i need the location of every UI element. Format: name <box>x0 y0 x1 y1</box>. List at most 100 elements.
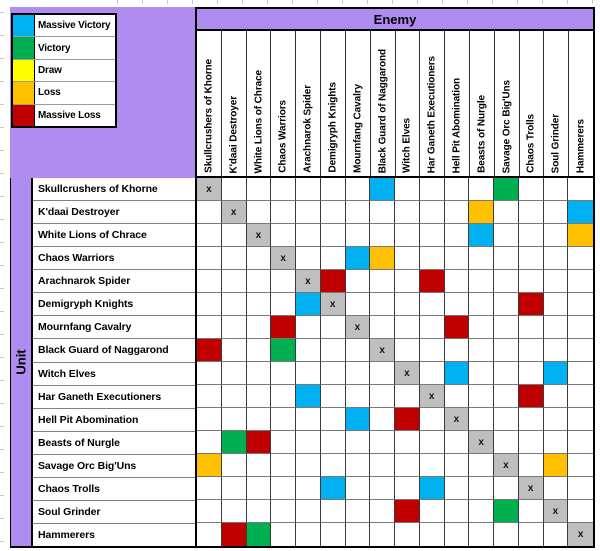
grid-cell[interactable] <box>568 316 593 339</box>
grid-cell[interactable] <box>518 316 544 339</box>
grid-cell[interactable] <box>197 362 222 385</box>
grid-cell[interactable] <box>271 385 296 408</box>
row-header-skullcrushers-of-khorne[interactable]: Skullcrushers of Khorne <box>33 178 195 202</box>
grid-cell[interactable] <box>494 500 519 523</box>
column-header-mournfang-cavalry[interactable]: Mournfang Cavalry <box>345 31 371 176</box>
grid-cell[interactable] <box>271 454 296 477</box>
grid-cell[interactable] <box>246 500 272 523</box>
grid-cell[interactable]: x <box>543 500 569 523</box>
grid-cell[interactable] <box>197 385 222 408</box>
grid-cell[interactable] <box>419 201 445 224</box>
grid-cell[interactable] <box>221 224 247 247</box>
grid-cell[interactable] <box>271 178 296 201</box>
grid-cell[interactable] <box>469 224 494 247</box>
grid-cell[interactable] <box>543 201 569 224</box>
grid-cell[interactable] <box>345 293 371 316</box>
grid-cell[interactable] <box>518 454 544 477</box>
grid-cell[interactable] <box>469 201 494 224</box>
grid-cell[interactable] <box>370 385 395 408</box>
grid-cell[interactable] <box>419 339 445 362</box>
grid-cell[interactable] <box>543 454 569 477</box>
grid-cell[interactable] <box>444 293 470 316</box>
grid-cell[interactable] <box>420 523 445 546</box>
grid-cell[interactable] <box>419 362 445 385</box>
grid-cell[interactable] <box>543 477 569 500</box>
grid-cell[interactable] <box>568 362 593 385</box>
grid-cell[interactable] <box>345 224 371 247</box>
grid-cell[interactable] <box>221 385 247 408</box>
grid-cell[interactable] <box>419 224 445 247</box>
grid-cell[interactable] <box>296 523 321 546</box>
row-header-hammerers[interactable]: Hammerers <box>33 523 195 546</box>
grid-cell[interactable] <box>246 454 272 477</box>
grid-cell[interactable] <box>320 339 346 362</box>
column-header-soul-grinder[interactable]: Soul Grinder <box>544 31 570 176</box>
grid-cell[interactable] <box>544 523 569 546</box>
grid-cell[interactable] <box>296 247 321 270</box>
grid-cell[interactable] <box>246 247 272 270</box>
row-header-savage-orc-big-uns[interactable]: Savage Orc Big'Uns <box>33 454 195 478</box>
row-header-beasts-of-nurgle[interactable]: Beasts of Nurgle <box>33 431 195 455</box>
grid-cell[interactable] <box>395 339 420 362</box>
column-header-hammerers[interactable]: Hammerers <box>569 31 593 176</box>
row-header-white-lions-of-chrace[interactable]: White Lions of Chrace <box>33 224 195 248</box>
grid-cell[interactable] <box>370 477 395 500</box>
grid-cell[interactable] <box>395 431 420 454</box>
grid-cell[interactable] <box>395 316 420 339</box>
grid-cell[interactable] <box>518 247 544 270</box>
grid-cell[interactable] <box>221 362 247 385</box>
grid-cell[interactable] <box>320 247 346 270</box>
grid-cell[interactable]: x <box>296 270 321 293</box>
grid-cell[interactable] <box>543 293 569 316</box>
grid-cell[interactable] <box>271 316 296 339</box>
grid-cell[interactable] <box>370 454 395 477</box>
grid-cell[interactable] <box>321 523 346 546</box>
grid-cell[interactable] <box>568 270 593 293</box>
grid-cell[interactable] <box>370 523 395 546</box>
grid-cell[interactable] <box>296 408 321 431</box>
column-header-chaos-warriors[interactable]: Chaos Warriors <box>271 31 297 176</box>
grid-cell[interactable] <box>494 316 519 339</box>
grid-cell[interactable] <box>296 224 321 247</box>
grid-cell[interactable] <box>518 293 544 316</box>
grid-cell[interactable] <box>271 500 296 523</box>
row-header-mournfang-cavalry[interactable]: Mournfang Cavalry <box>33 316 195 340</box>
grid-cell[interactable] <box>197 293 222 316</box>
column-header-witch-elves[interactable]: Witch Elves <box>395 31 421 176</box>
grid-cell[interactable] <box>320 270 346 293</box>
grid-cell[interactable] <box>197 201 222 224</box>
grid-cell[interactable] <box>197 477 222 500</box>
grid-cell[interactable] <box>543 316 569 339</box>
grid-cell[interactable] <box>271 408 296 431</box>
grid-cell[interactable] <box>320 408 346 431</box>
grid-cell[interactable] <box>543 385 569 408</box>
legend-row-massive-loss[interactable]: Massive Loss <box>13 104 115 127</box>
grid-cell[interactable] <box>395 201 420 224</box>
grid-cell[interactable] <box>345 500 371 523</box>
grid-cell[interactable] <box>469 293 494 316</box>
grid-cell[interactable] <box>469 477 494 500</box>
grid-cell[interactable] <box>543 224 569 247</box>
grid-cell[interactable] <box>370 201 395 224</box>
grid-cell[interactable] <box>370 500 395 523</box>
row-header-witch-elves[interactable]: Witch Elves <box>33 362 195 386</box>
grid-cell[interactable] <box>246 431 272 454</box>
grid-cell[interactable] <box>518 431 544 454</box>
grid-cell[interactable] <box>197 270 222 293</box>
grid-cell[interactable] <box>444 270 470 293</box>
grid-cell[interactable] <box>395 293 420 316</box>
row-header-arachnarok-spider[interactable]: Arachnarok Spider <box>33 270 195 294</box>
grid-cell[interactable] <box>271 293 296 316</box>
grid-cell[interactable] <box>296 454 321 477</box>
grid-cell[interactable] <box>445 523 470 546</box>
grid-cell[interactable] <box>320 431 346 454</box>
grid-cell[interactable] <box>370 362 395 385</box>
legend-row-victory[interactable]: Victory <box>13 37 115 60</box>
grid-cell[interactable] <box>444 385 470 408</box>
grid-cell[interactable]: x <box>444 408 470 431</box>
grid-cell[interactable] <box>469 408 494 431</box>
grid-cell[interactable] <box>494 385 519 408</box>
grid-cell[interactable] <box>444 362 470 385</box>
column-header-beasts-of-nurgle[interactable]: Beasts of Nurgle <box>469 31 495 176</box>
grid-cell[interactable] <box>444 454 470 477</box>
